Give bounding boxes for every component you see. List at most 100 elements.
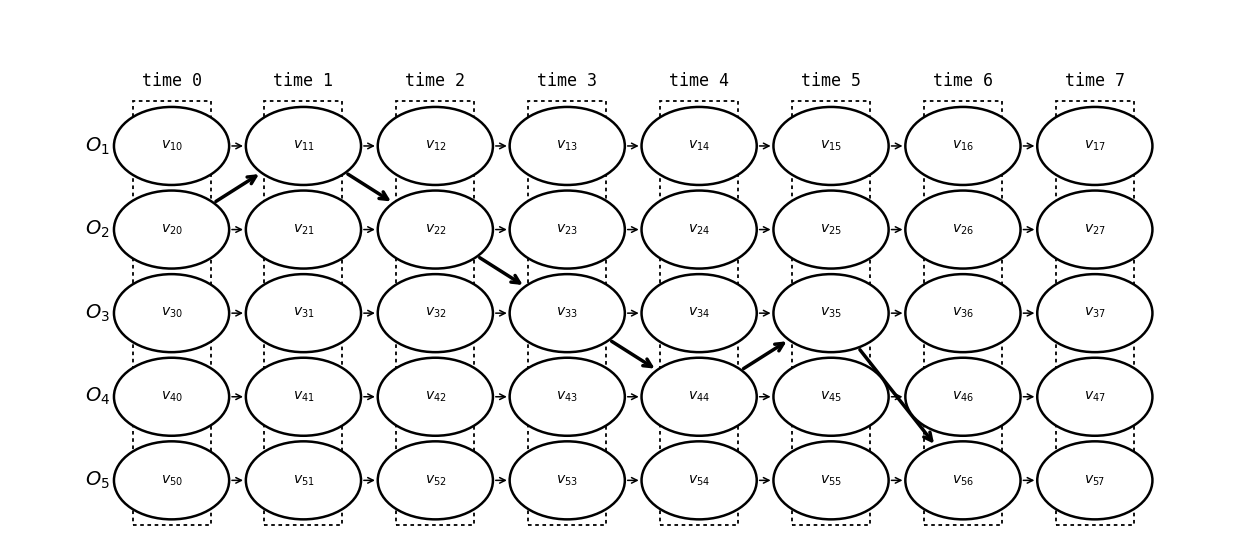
Text: $v_{24}$: $v_{24}$ (688, 222, 711, 237)
Text: time 2: time 2 (405, 72, 465, 90)
Ellipse shape (510, 441, 625, 519)
FancyBboxPatch shape (397, 102, 475, 525)
Text: $v_{11}$: $v_{11}$ (293, 139, 314, 153)
Ellipse shape (774, 107, 889, 185)
Text: $v_{40}$: $v_{40}$ (161, 389, 182, 404)
Text: $v_{51}$: $v_{51}$ (293, 473, 314, 488)
FancyBboxPatch shape (1055, 102, 1133, 525)
Text: $v_{10}$: $v_{10}$ (161, 139, 182, 153)
Text: $v_{21}$: $v_{21}$ (293, 222, 314, 237)
Ellipse shape (905, 107, 1021, 185)
Text: $v_{37}$: $v_{37}$ (1084, 306, 1106, 321)
Text: $v_{12}$: $v_{12}$ (424, 139, 446, 153)
Ellipse shape (641, 358, 756, 436)
Text: $v_{43}$: $v_{43}$ (557, 389, 578, 404)
FancyBboxPatch shape (660, 102, 738, 525)
Ellipse shape (510, 358, 625, 436)
Ellipse shape (905, 191, 1021, 269)
Text: $O_{4}$: $O_{4}$ (86, 386, 110, 407)
Ellipse shape (510, 191, 625, 269)
Ellipse shape (641, 274, 756, 352)
Text: $v_{55}$: $v_{55}$ (820, 473, 842, 488)
Ellipse shape (114, 107, 229, 185)
Text: $v_{30}$: $v_{30}$ (161, 306, 182, 321)
Ellipse shape (246, 358, 361, 436)
Ellipse shape (1037, 107, 1152, 185)
FancyBboxPatch shape (792, 102, 870, 525)
Text: $v_{52}$: $v_{52}$ (424, 473, 446, 488)
Text: $v_{56}$: $v_{56}$ (952, 473, 973, 488)
Text: $v_{47}$: $v_{47}$ (1084, 389, 1106, 404)
Text: $v_{23}$: $v_{23}$ (557, 222, 578, 237)
Text: $v_{32}$: $v_{32}$ (424, 306, 446, 321)
Ellipse shape (1037, 191, 1152, 269)
Text: $v_{42}$: $v_{42}$ (424, 389, 446, 404)
FancyBboxPatch shape (924, 102, 1002, 525)
Text: $v_{16}$: $v_{16}$ (952, 139, 973, 153)
Text: time 3: time 3 (537, 72, 598, 90)
Text: $O_{3}$: $O_{3}$ (86, 302, 110, 324)
Text: $v_{31}$: $v_{31}$ (293, 306, 314, 321)
Text: $O_{2}$: $O_{2}$ (86, 219, 110, 240)
Ellipse shape (641, 107, 756, 185)
Text: $v_{17}$: $v_{17}$ (1084, 139, 1106, 153)
Ellipse shape (641, 441, 756, 519)
FancyBboxPatch shape (528, 102, 606, 525)
Ellipse shape (378, 274, 494, 352)
Text: time 5: time 5 (801, 72, 861, 90)
FancyBboxPatch shape (133, 102, 211, 525)
Ellipse shape (905, 441, 1021, 519)
Text: $v_{54}$: $v_{54}$ (688, 473, 711, 488)
Ellipse shape (378, 107, 494, 185)
Text: $v_{25}$: $v_{25}$ (820, 222, 842, 237)
Text: time 0: time 0 (141, 72, 202, 90)
Ellipse shape (1037, 274, 1152, 352)
Ellipse shape (114, 191, 229, 269)
Ellipse shape (246, 441, 361, 519)
Ellipse shape (1037, 441, 1152, 519)
Ellipse shape (641, 191, 756, 269)
Ellipse shape (774, 441, 889, 519)
Text: $v_{22}$: $v_{22}$ (424, 222, 446, 237)
Ellipse shape (774, 274, 889, 352)
Text: $v_{45}$: $v_{45}$ (820, 389, 842, 404)
Text: $v_{13}$: $v_{13}$ (557, 139, 578, 153)
Text: $v_{33}$: $v_{33}$ (557, 306, 578, 321)
Ellipse shape (378, 358, 494, 436)
Ellipse shape (905, 274, 1021, 352)
Text: time 6: time 6 (932, 72, 993, 90)
Text: $v_{36}$: $v_{36}$ (952, 306, 973, 321)
Text: $v_{44}$: $v_{44}$ (688, 389, 711, 404)
Ellipse shape (905, 358, 1021, 436)
Text: time 7: time 7 (1065, 72, 1125, 90)
Text: $v_{15}$: $v_{15}$ (820, 139, 842, 153)
Text: $v_{27}$: $v_{27}$ (1084, 222, 1106, 237)
Ellipse shape (114, 358, 229, 436)
Text: $v_{20}$: $v_{20}$ (161, 222, 182, 237)
Ellipse shape (510, 107, 625, 185)
Ellipse shape (1037, 358, 1152, 436)
Text: $v_{57}$: $v_{57}$ (1084, 473, 1105, 488)
Text: $O_{1}$: $O_{1}$ (86, 135, 110, 157)
Text: $v_{46}$: $v_{46}$ (952, 389, 973, 404)
Ellipse shape (774, 358, 889, 436)
FancyBboxPatch shape (264, 102, 342, 525)
Ellipse shape (246, 274, 361, 352)
Ellipse shape (378, 191, 494, 269)
Ellipse shape (246, 191, 361, 269)
Text: $v_{34}$: $v_{34}$ (688, 306, 711, 321)
Ellipse shape (114, 441, 229, 519)
Text: $v_{35}$: $v_{35}$ (820, 306, 842, 321)
Ellipse shape (378, 441, 494, 519)
Text: $v_{14}$: $v_{14}$ (688, 139, 711, 153)
Ellipse shape (114, 274, 229, 352)
Text: $O_{5}$: $O_{5}$ (86, 470, 110, 491)
Ellipse shape (246, 107, 361, 185)
Text: time 4: time 4 (670, 72, 729, 90)
Text: time 1: time 1 (274, 72, 334, 90)
Text: $v_{26}$: $v_{26}$ (952, 222, 973, 237)
Text: $v_{53}$: $v_{53}$ (557, 473, 578, 488)
Ellipse shape (510, 274, 625, 352)
Ellipse shape (774, 191, 889, 269)
Text: $v_{50}$: $v_{50}$ (161, 473, 182, 488)
